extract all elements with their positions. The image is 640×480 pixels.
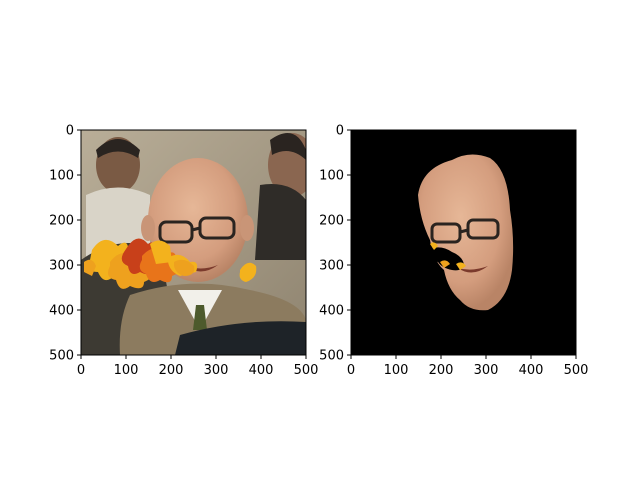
left-ytick-label: 500 [49,349,74,364]
right-xtick-label: 100 [384,363,409,378]
left-axes-frame [80,129,307,356]
left-xtick-label: 200 [159,363,184,378]
right-xtick-label: 500 [564,363,589,378]
left-image-photo [81,130,306,355]
autumn-leaves [84,238,257,289]
right-xtick-label: 400 [519,363,544,378]
left-xtick-label: 100 [114,363,139,378]
left-ytick-label: 100 [49,169,74,184]
right-axes-frame [350,129,577,356]
left-ytick-label: 400 [49,304,74,319]
right-ytick-label: 200 [319,214,344,229]
left-xtick-label: 0 [77,363,85,378]
right-ytick-label: 100 [319,169,344,184]
right-ytick-label: 500 [319,349,344,364]
left-ytick-label: 0 [66,124,74,139]
right-ytick-label: 0 [336,124,344,139]
right-ytick-label: 300 [319,259,344,274]
right-xtick-label: 0 [347,363,355,378]
left-xtick-label: 500 [294,363,319,378]
left-xtick-label: 400 [249,363,274,378]
right-image-mask [351,130,576,355]
right-xtick-label: 200 [429,363,454,378]
left-ytick-label: 300 [49,259,74,274]
right-xtick-label: 300 [474,363,499,378]
left-ytick-label: 200 [49,214,74,229]
left-xtick-label: 300 [204,363,229,378]
right-ytick-label: 400 [319,304,344,319]
